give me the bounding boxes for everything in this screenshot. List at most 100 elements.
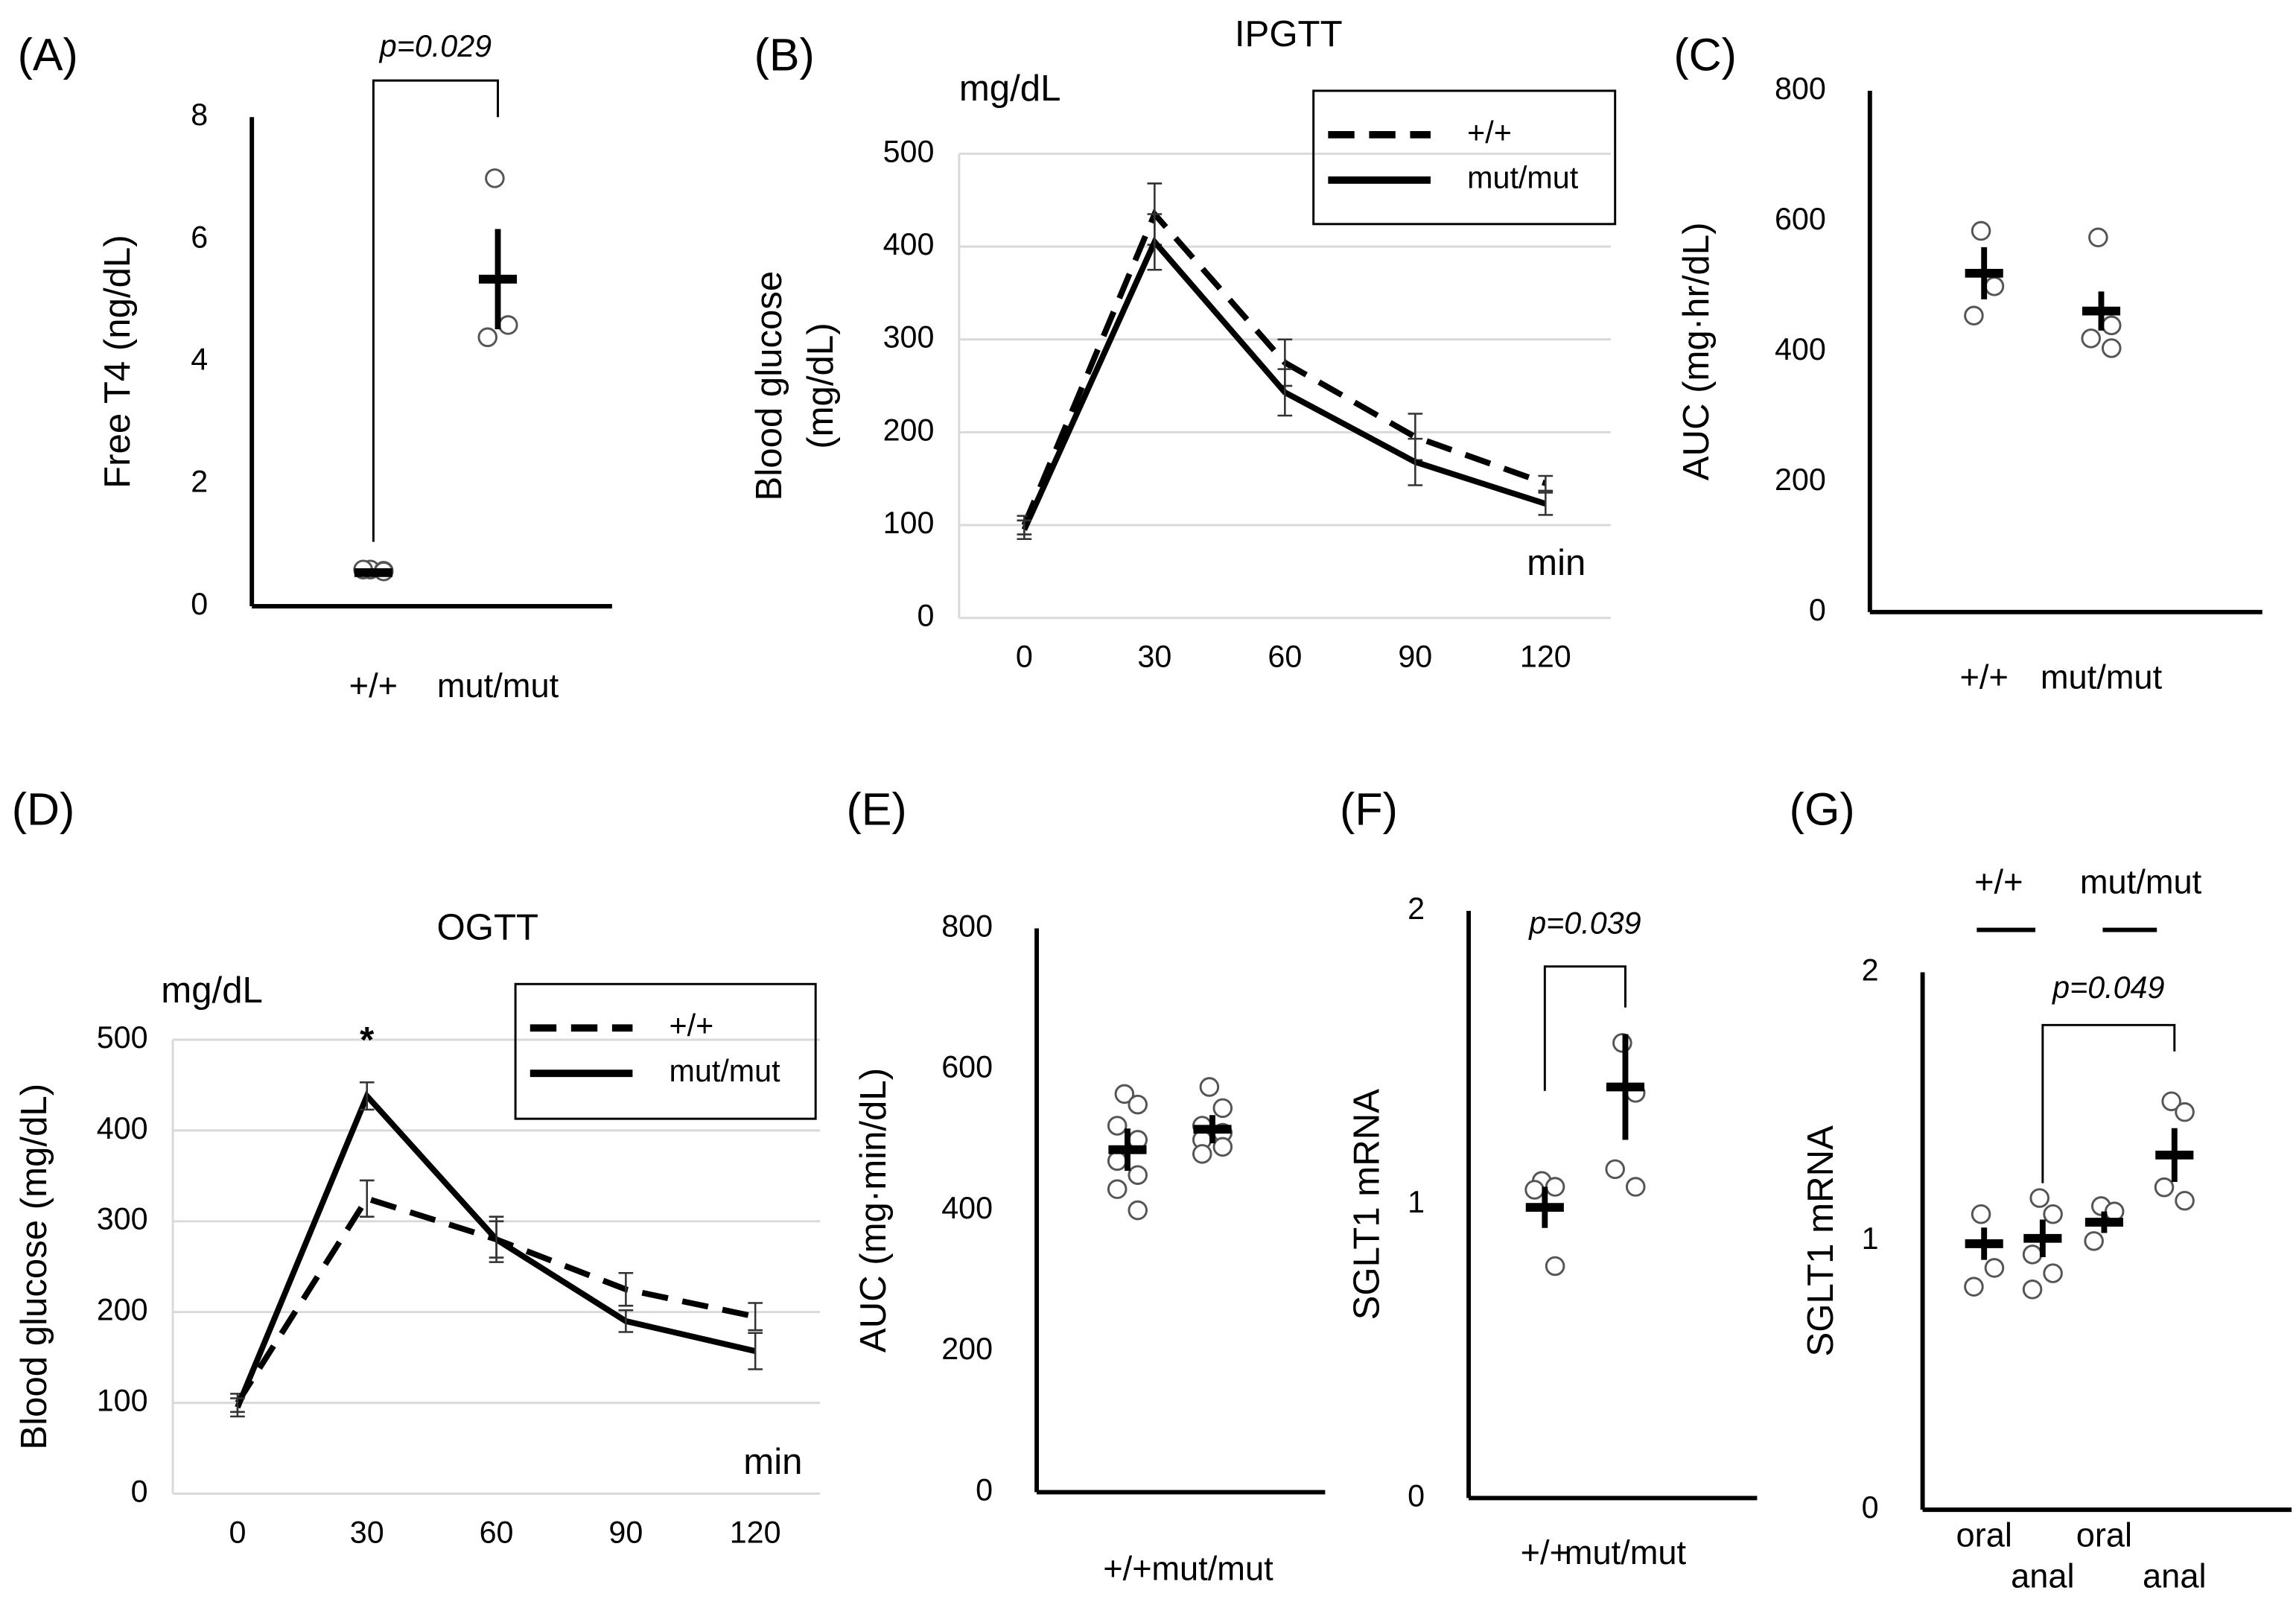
data-point [1971, 220, 1991, 241]
data-point [1971, 1204, 1991, 1224]
y-tick-label: 100 [97, 1384, 148, 1418]
x-tick-label: 0 [1016, 640, 1033, 674]
y-axis-label: Free T4 (ng/dL) [98, 235, 138, 489]
y-unit: mg/dL [161, 970, 263, 1011]
chart-title: IPGTT [1235, 14, 1343, 54]
data-point [1212, 1137, 1233, 1157]
panel-label: (D) [12, 783, 75, 834]
data-point [2175, 1102, 2195, 1122]
y-tick-label: 200 [883, 413, 935, 447]
data-point [2154, 1177, 2175, 1198]
data-point [1128, 1165, 1148, 1186]
y-tick-label: 0 [191, 587, 208, 621]
y-tick-label: 100 [883, 506, 935, 540]
error-bar [618, 1272, 634, 1307]
data-point [1984, 1258, 2005, 1278]
data-point [485, 168, 505, 188]
x-tick-label: oral [1956, 1516, 2012, 1554]
data-point [1107, 1116, 1128, 1136]
y-tick-label: 400 [97, 1111, 148, 1145]
data-point [1128, 1200, 1148, 1221]
panel-label: (E) [846, 783, 906, 834]
y-axis-label: AUC (mg·hr/dL) [1676, 222, 1717, 480]
error-bar [1147, 213, 1163, 271]
data-point [1612, 1033, 1632, 1053]
x-tick-label: +/+ [349, 667, 398, 705]
data-point [2175, 1190, 2195, 1211]
y-tick-label: 400 [941, 1191, 993, 1225]
y-tick-label: 0 [1862, 1490, 1879, 1525]
y-axis-label: Blood glucose (mg/dL) [14, 1084, 54, 1450]
y-tick-label: 2 [1862, 953, 1879, 987]
error-bar [748, 1332, 763, 1370]
data-point [1107, 1151, 1128, 1172]
data-point [1524, 1180, 1545, 1200]
y-tick-label: 800 [941, 909, 993, 943]
significance-bracket [1543, 965, 1626, 1091]
y-tick-label: 600 [1775, 202, 1826, 236]
data-point [1545, 1177, 1565, 1197]
x-tick-label: anal [2143, 1557, 2207, 1595]
y-axis-label: (mg/dL) [801, 322, 841, 448]
y-axis-label: Blood glucose [749, 271, 789, 501]
y-tick-label: 300 [97, 1202, 148, 1236]
data-point [2101, 338, 2122, 358]
data-point [2104, 1201, 2125, 1221]
x-tick-label: +/+ [1103, 1550, 1151, 1588]
annotation: * [360, 1020, 375, 1061]
data-point [1984, 276, 2005, 296]
panel-label: (A) [18, 30, 78, 80]
x-tick-label: mut/mut [1565, 1533, 1687, 1571]
y-tick-label: 6 [191, 220, 208, 254]
error-bar [618, 1309, 634, 1333]
data-point [1605, 1159, 1625, 1180]
y-axis-label: SGLT1 mRNA [1346, 1089, 1387, 1320]
x-tick-label: 30 [350, 1515, 384, 1549]
error-bar [1408, 437, 1423, 486]
x-tick-label: anal [2011, 1557, 2075, 1595]
chart-title: OGTT [437, 908, 538, 948]
x-tick-label: 90 [608, 1515, 643, 1549]
x-tick-label: 30 [1137, 640, 1171, 674]
data-point [2029, 1188, 2049, 1208]
y-tick-label: 200 [941, 1332, 993, 1366]
x-tick-label: oral [2076, 1516, 2132, 1554]
x-tick-label: mut/mut [2041, 658, 2163, 696]
x-tick-label: mut/mut [437, 667, 559, 705]
panel-label: (C) [1673, 30, 1737, 80]
y-tick-label: 8 [191, 98, 208, 132]
y-tick-label: 1 [1408, 1185, 1425, 1219]
p-value: p=0.029 [378, 29, 492, 63]
y-tick-label: 300 [883, 320, 935, 355]
data-point [1107, 1179, 1128, 1199]
data-point [1212, 1098, 1233, 1119]
panel-label: (B) [754, 30, 815, 80]
x-tick-label: 120 [1520, 640, 1571, 674]
y-tick-label: 500 [97, 1020, 148, 1055]
data-point [2101, 315, 2122, 336]
y-tick-label: 400 [1775, 332, 1826, 366]
panel-label: (G) [1790, 783, 1855, 834]
data-point [2043, 1204, 2063, 1224]
error-bar [1538, 474, 1554, 492]
error-bar [1538, 492, 1554, 516]
y-tick-label: 600 [941, 1050, 993, 1084]
y-tick-label: 0 [1408, 1478, 1425, 1513]
y-tick-label: 0 [1809, 593, 1826, 627]
y-tick-label: 500 [883, 134, 935, 168]
data-point [2161, 1091, 2181, 1111]
y-tick-label: 200 [1775, 463, 1826, 497]
group-label: mut/mut [2080, 863, 2202, 901]
legend-box [514, 982, 817, 1120]
y-tick-label: 1 [1862, 1221, 1879, 1256]
data-point [477, 327, 498, 348]
legend-label: +/+ [670, 1008, 714, 1043]
p-value: p=0.039 [1527, 906, 1641, 941]
data-point [1964, 1277, 1984, 1297]
data-point [1128, 1094, 1148, 1115]
y-axis-label: AUC (mg·min/dL) [853, 1068, 894, 1353]
error-bar [230, 1397, 245, 1418]
data-point [1545, 1256, 1565, 1277]
group-label: +/+ [1974, 863, 2023, 901]
data-point [2088, 227, 2108, 248]
